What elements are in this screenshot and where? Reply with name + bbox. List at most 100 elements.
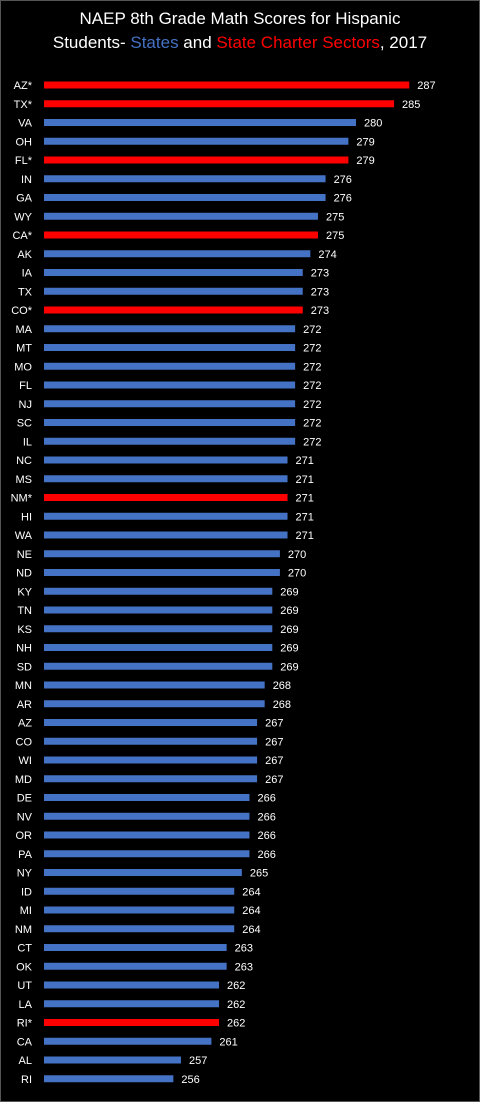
state-bar	[44, 419, 296, 426]
state-bar	[44, 287, 303, 295]
value-label: 274	[318, 249, 336, 261]
state-bar	[44, 194, 326, 201]
state-bar	[44, 869, 242, 876]
value-label: 267	[265, 736, 283, 748]
category-label: SD	[17, 661, 32, 673]
state-bar	[44, 944, 227, 951]
chart-title: NAEP 8th Grade Math Scores for Hispanic …	[1, 7, 479, 55]
category-label: OK	[16, 961, 33, 973]
category-label: ID	[21, 886, 32, 898]
value-label: 267	[265, 755, 283, 767]
category-label: TX*	[14, 99, 33, 111]
state-bar	[44, 325, 296, 333]
category-label: RI	[21, 1074, 32, 1086]
title-line-2: Students- States and State Charter Secto…	[1, 31, 479, 55]
state-bar	[44, 756, 258, 764]
state-bar	[44, 1075, 174, 1083]
category-label: WI	[19, 755, 32, 767]
value-label: 267	[265, 718, 283, 730]
value-label: 273	[311, 268, 329, 280]
state-bar	[44, 362, 296, 370]
state-bar	[44, 456, 288, 464]
category-label: TX	[18, 286, 33, 298]
value-label: 256	[181, 1074, 199, 1086]
value-label: 272	[303, 343, 321, 355]
state-bar	[44, 794, 250, 801]
value-label: 279	[356, 155, 374, 167]
category-label: NY	[17, 868, 33, 880]
state-bar	[44, 606, 273, 614]
state-bar	[44, 1056, 181, 1064]
value-label: 266	[257, 830, 275, 842]
value-label: 270	[288, 549, 306, 561]
category-label: LA	[19, 999, 33, 1011]
value-label: 279	[356, 136, 374, 148]
category-label: SC	[17, 418, 32, 430]
value-label: 267	[265, 774, 283, 786]
state-bar	[44, 887, 235, 895]
value-label: 266	[257, 793, 275, 805]
state-bar	[44, 137, 349, 145]
value-label: 264	[242, 924, 260, 936]
state-bar	[44, 475, 288, 483]
state-bar	[44, 437, 296, 445]
value-label: 275	[326, 211, 344, 223]
category-label: NH	[16, 643, 32, 655]
value-label: 269	[280, 605, 298, 617]
value-label: 272	[303, 418, 321, 430]
value-label: 263	[235, 943, 253, 955]
state-bar	[44, 775, 258, 783]
state-bar	[44, 1000, 220, 1008]
charter-bar	[44, 156, 349, 164]
state-bar	[44, 175, 326, 183]
category-label: UT	[17, 980, 32, 992]
state-bar	[44, 850, 250, 858]
category-label: MT	[16, 343, 32, 355]
category-label: CA*	[12, 230, 32, 242]
state-bar	[44, 531, 288, 539]
category-label: KS	[17, 624, 32, 636]
state-bar	[44, 831, 250, 839]
category-label: MS	[16, 474, 33, 486]
value-label: 275	[326, 230, 344, 242]
category-label: MN	[15, 680, 32, 692]
title-line-1: NAEP 8th Grade Math Scores for Hispanic	[79, 9, 401, 28]
value-label: 271	[296, 474, 314, 486]
category-label: AL	[19, 1055, 32, 1067]
state-bar	[44, 906, 235, 914]
category-label: CO	[16, 736, 33, 748]
state-bar	[44, 269, 303, 276]
category-label: AR	[17, 699, 32, 711]
charter-bar	[44, 306, 303, 314]
value-label: 271	[296, 530, 314, 542]
category-label: RI*	[17, 1018, 33, 1030]
category-label: KY	[17, 586, 32, 598]
category-label: WA	[15, 530, 33, 542]
state-bar	[44, 812, 250, 820]
value-label: 271	[296, 493, 314, 505]
category-label: ND	[16, 568, 32, 580]
state-bar	[44, 512, 288, 520]
state-bar	[44, 925, 235, 933]
category-label: FL	[19, 380, 32, 392]
value-label: 265	[250, 868, 268, 880]
value-label: 285	[402, 99, 420, 111]
title-suffix: , 2017	[379, 33, 428, 52]
category-label: NC	[16, 455, 32, 467]
value-label: 268	[273, 680, 291, 692]
value-label: 276	[334, 174, 352, 186]
state-bar	[44, 662, 273, 670]
value-label: 269	[280, 643, 298, 655]
legend-states: States	[130, 33, 179, 52]
category-label: CT	[17, 943, 32, 955]
value-label: 261	[219, 1036, 237, 1048]
category-label: MD	[15, 774, 32, 786]
state-bar	[44, 119, 357, 126]
category-label: AK	[17, 249, 32, 261]
legend-charter-sectors: State Charter Sectors	[216, 33, 380, 52]
state-bar	[44, 719, 258, 726]
category-label: MO	[14, 361, 32, 373]
category-label: PA	[18, 849, 33, 861]
value-label: 263	[235, 961, 253, 973]
category-label: VA	[18, 118, 33, 130]
